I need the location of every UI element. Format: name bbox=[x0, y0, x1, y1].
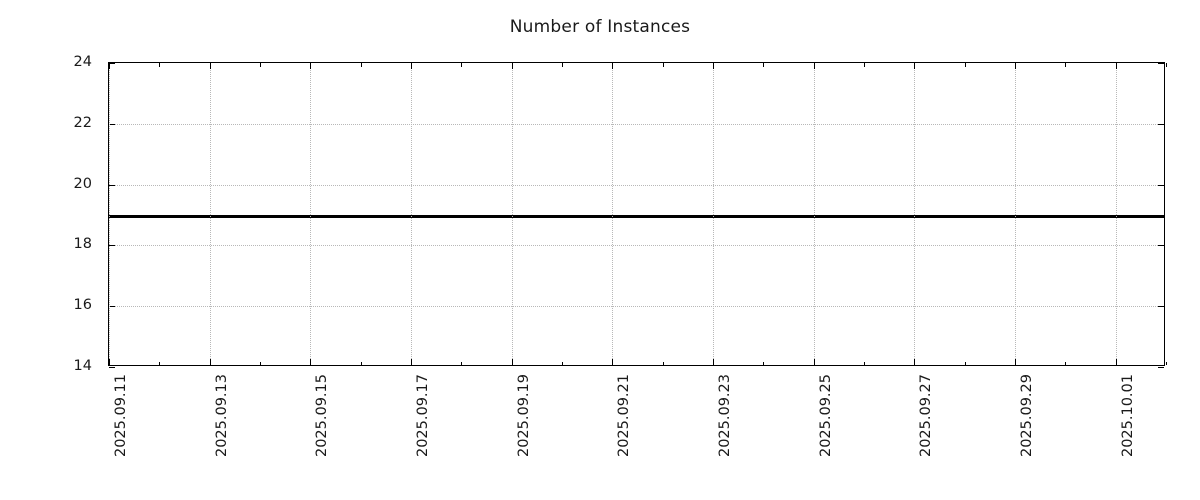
x-axis-tick-minor-top bbox=[461, 63, 463, 67]
x-axis-tick-major-top bbox=[411, 63, 412, 69]
x-axis-tick-minor bbox=[1166, 361, 1167, 365]
x-axis-tick-major bbox=[109, 359, 110, 365]
x-axis-tick-minor-top bbox=[1065, 63, 1067, 67]
x-axis-tick-major bbox=[1015, 359, 1016, 365]
x-axis-tick-major bbox=[310, 359, 312, 365]
gridline-vertical bbox=[813, 63, 815, 365]
gridline-horizontal bbox=[109, 123, 1164, 125]
x-axis-tick-minor-top bbox=[1166, 63, 1167, 67]
plot-area bbox=[108, 62, 1167, 368]
x-axis-tick-label: 2025.09.13 bbox=[213, 374, 230, 458]
x-axis-tick-major-top bbox=[914, 63, 916, 69]
x-axis-tick-major bbox=[612, 359, 614, 365]
x-axis-tick-minor bbox=[1065, 361, 1067, 365]
gridline-vertical bbox=[310, 63, 312, 365]
y-axis-tick-label: 18 bbox=[73, 236, 92, 253]
x-axis-tick-minor-top bbox=[562, 63, 563, 67]
y-axis-tick-label: 22 bbox=[73, 114, 92, 131]
y-axis-tick-label: 20 bbox=[73, 175, 92, 192]
y-axis-tick bbox=[109, 123, 115, 125]
x-axis-tick-minor bbox=[864, 361, 865, 365]
gridline-horizontal bbox=[109, 184, 1164, 186]
gridline-vertical bbox=[612, 63, 614, 365]
x-axis-tick-minor-top bbox=[964, 63, 966, 67]
chart-title: Number of Instances bbox=[509, 17, 691, 37]
x-axis-tick-label: 2025.09.23 bbox=[717, 374, 733, 458]
gridline-horizontal bbox=[109, 245, 1164, 247]
x-axis-tick-major bbox=[1115, 359, 1117, 365]
x-axis-tick-minor bbox=[562, 361, 563, 365]
x-axis-tick-major bbox=[713, 359, 714, 365]
x-axis-tick-minor bbox=[763, 361, 765, 365]
x-axis-tick-major-top bbox=[612, 63, 614, 69]
x-axis-tick-minor bbox=[360, 361, 362, 365]
x-axis-tick-minor bbox=[461, 361, 463, 365]
x-axis-tick-major-top bbox=[511, 63, 513, 69]
x-axis-tick-minor-top bbox=[662, 63, 664, 67]
x-axis-tick-major-top bbox=[1015, 63, 1016, 69]
x-axis-tick-label: 2025.09.15 bbox=[314, 374, 331, 458]
x-axis-tick-label: 2025.09.19 bbox=[515, 374, 532, 458]
y-axis-tick-label: 16 bbox=[73, 296, 92, 313]
x-axis-tick-label: 2025.09.25 bbox=[817, 374, 834, 458]
y-axis-tick-label: 24 bbox=[73, 53, 92, 70]
gridline-horizontal bbox=[109, 306, 1164, 308]
x-axis-tick-major bbox=[411, 359, 412, 365]
x-axis-tick-minor-top bbox=[763, 63, 765, 67]
x-axis-tick-major bbox=[813, 359, 815, 365]
y-axis-tick bbox=[109, 184, 115, 186]
x-axis-tick-label: 2025.09.11 bbox=[113, 374, 129, 458]
x-axis-tick-major bbox=[511, 359, 513, 365]
x-axis-tick-label: 2025.09.29 bbox=[1019, 374, 1035, 458]
x-axis-tick-major-top bbox=[109, 63, 110, 69]
x-axis-tick-major-top bbox=[310, 63, 312, 69]
gridline-vertical bbox=[1115, 63, 1117, 365]
gridline-vertical bbox=[511, 63, 513, 365]
data-line-number-of-instances bbox=[109, 215, 1164, 218]
y-axis-tick-right bbox=[1158, 184, 1164, 186]
y-axis-tick-right bbox=[1158, 245, 1164, 247]
y-axis-tick bbox=[109, 245, 115, 247]
x-axis-tick-minor-top bbox=[360, 63, 362, 67]
y-axis-tick-right bbox=[1158, 63, 1164, 64]
x-axis-tick-label: 2025.09.17 bbox=[415, 374, 431, 458]
x-axis-tick-major bbox=[209, 359, 211, 365]
gridline-vertical bbox=[713, 63, 714, 365]
x-axis-tick-label: 2025.09.27 bbox=[918, 374, 935, 458]
x-axis-tick-minor-top bbox=[159, 63, 161, 67]
x-axis-tick-major-top bbox=[1115, 63, 1117, 69]
y-axis-tick-label: 14 bbox=[73, 357, 92, 374]
y-axis-tick bbox=[109, 306, 115, 308]
x-axis-tick-major-top bbox=[713, 63, 714, 69]
x-axis-tick-label: 2025.10.01 bbox=[1119, 374, 1136, 458]
gridline-vertical bbox=[411, 63, 412, 365]
x-axis-tick-minor-top bbox=[260, 63, 261, 67]
x-axis-tick-major bbox=[914, 359, 916, 365]
gridline-vertical bbox=[109, 63, 110, 365]
x-axis-tick-minor-top bbox=[864, 63, 865, 67]
y-axis-tick-right bbox=[1158, 306, 1164, 308]
gridline-vertical bbox=[1015, 63, 1016, 365]
y-axis-tick-right bbox=[1158, 367, 1164, 368]
x-axis-tick-minor bbox=[662, 361, 664, 365]
x-axis-tick-minor bbox=[159, 361, 161, 365]
x-axis-tick-major-top bbox=[813, 63, 815, 69]
x-axis-tick-label: 2025.09.21 bbox=[616, 374, 633, 458]
gridline-vertical bbox=[209, 63, 211, 365]
y-axis-tick-right bbox=[1158, 123, 1164, 125]
gridline-vertical bbox=[914, 63, 916, 365]
x-axis-tick-minor bbox=[964, 361, 966, 365]
x-axis-tick-major-top bbox=[209, 63, 211, 69]
y-axis-tick bbox=[109, 63, 115, 64]
x-axis-tick-minor bbox=[260, 361, 261, 365]
y-axis-tick bbox=[109, 367, 115, 368]
